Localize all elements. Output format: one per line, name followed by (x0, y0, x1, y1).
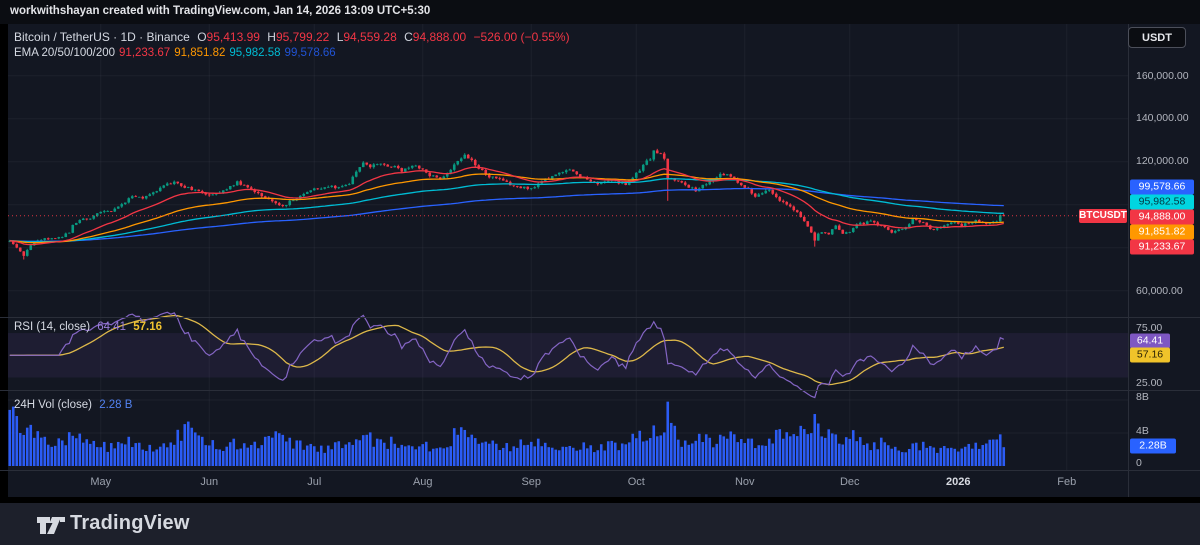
ema-value-2: 95,982.58 (229, 47, 281, 59)
time-axis-label-May: May (90, 476, 112, 488)
chart-background (8, 24, 1200, 497)
price-axis-label-3: 60,000.00 (1136, 284, 1183, 297)
ema-legend-row[interactable]: EMA 20/50/100/200 91,233.67 91,851.82 95,98… (14, 47, 344, 59)
rsi-legend-row[interactable]: RSI (14, close) 64.41 57.16 (14, 321, 166, 333)
open-value: 95,413.99 (206, 30, 260, 44)
price-axis-badge-2: 94,888.00 (1130, 209, 1194, 225)
time-axis-label-Dec: Dec (839, 476, 860, 488)
price-axis-badge-0: 99,578.66 (1130, 179, 1194, 195)
vol-axis-badge-0: 2.28B (1130, 438, 1176, 454)
close-label: C (404, 30, 413, 44)
open-label: O (197, 30, 207, 44)
time-axis-label-Oct: Oct (627, 476, 645, 488)
high-label: H (267, 30, 276, 44)
low-label: L (336, 30, 344, 44)
rsi-axis-badge-0: 64.41 (1130, 333, 1170, 348)
volume-label[interactable]: 24H Vol (close) (14, 399, 92, 411)
time-axis-label-Jun: Jun (200, 476, 219, 488)
vol-axis-label-0: 8B (1136, 391, 1149, 403)
volume-value: 2.28 B (99, 399, 133, 411)
price-axis-badge-3: 91,851.82 (1130, 224, 1194, 240)
price-axis-label-2: 120,000.00 (1136, 154, 1189, 167)
time-axis-label-Feb: Feb (1057, 476, 1077, 488)
header-bar: workwithshayan created with TradingView.… (0, 0, 1200, 24)
rsi-ma-value: 57.16 (133, 321, 163, 333)
footer-bar: TradingView (0, 503, 1200, 545)
rsi-axis-label-0: 75.00 (1136, 321, 1163, 334)
time-axis-label-Sep: Sep (521, 476, 542, 488)
vol-axis-label-2: 0 (1136, 457, 1142, 469)
high-value: 95,799.22 (275, 30, 330, 44)
time-axis-label-Nov: Nov (734, 476, 755, 488)
vol-axis-label-1: 4B (1136, 424, 1149, 437)
price-axis-label-1: 140,000.00 (1136, 112, 1189, 124)
currency-toggle-button[interactable]: USDT (1128, 27, 1186, 48)
ema-value-3: 99,578.66 (284, 47, 336, 59)
price-axis-label-0: 160,000.00 (1136, 70, 1189, 82)
time-axis-label-Aug: Aug (412, 476, 433, 488)
time-axis-label-Jul: Jul (307, 476, 322, 488)
price-axis-badge-4: 91,233.67 (1130, 239, 1194, 255)
tradingview-logo-text[interactable]: TradingView (70, 512, 190, 534)
rsi-axis-label-1: 25.00 (1136, 377, 1163, 389)
price-axis-badge-1: 95,982.58 (1130, 194, 1194, 210)
time-axis-label-2026: 2026 (946, 476, 971, 488)
volume-legend-row[interactable]: 24H Vol (close) 2.28 B (14, 399, 136, 411)
rsi-value: 64.41 (97, 321, 127, 333)
close-value: 94,888.00 (412, 30, 467, 44)
ema-value-1: 91,851.82 (174, 47, 226, 59)
tradingview-logo-icon[interactable] (36, 514, 66, 536)
header-attribution: workwithshayan created with TradingView.… (10, 5, 431, 17)
chart-canvas[interactable] (0, 24, 1200, 497)
low-value: 94,559.28 (343, 30, 397, 44)
rsi-label[interactable]: RSI (14, close) (14, 321, 91, 333)
rsi-axis-badge-1: 57.16 (1130, 347, 1170, 362)
symbol-legend-row[interactable]: Bitcoin / TetherUS · 1D · Binance O95,41… (14, 30, 574, 44)
change-value: −526.00 (−0.55%) (473, 30, 570, 44)
symbol-price-chip: BTCUSDT (1079, 209, 1127, 223)
symbol-title[interactable]: Bitcoin / TetherUS · 1D · Binance (14, 30, 190, 44)
ema-values: 91,233.67 91,851.82 95,982.58 99,578.66 (119, 47, 340, 59)
ema-value-0: 91,233.67 (119, 47, 171, 59)
ema-label[interactable]: EMA 20/50/100/200 (14, 47, 116, 59)
